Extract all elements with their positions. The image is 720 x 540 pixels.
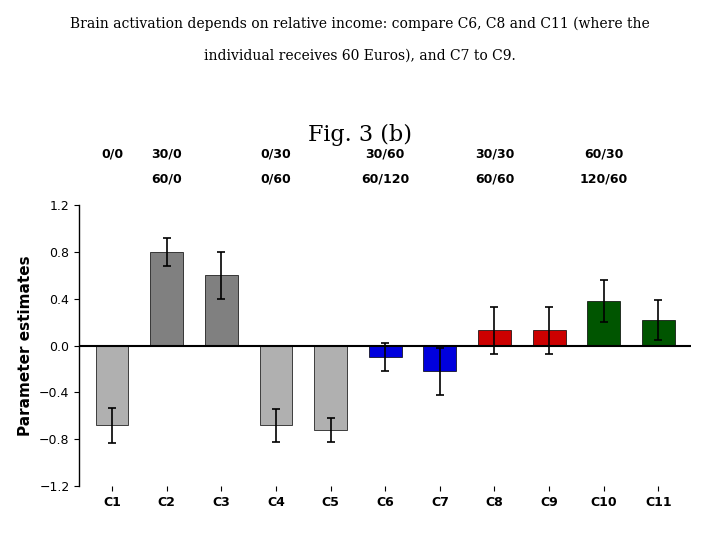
Bar [533,330,565,346]
Text: 60/120: 60/120 [361,173,410,186]
Y-axis label: Parameter estimates: Parameter estimates [19,255,33,436]
Text: Brain activation depends on relative income: compare C6, C8 and C11 (where the: Brain activation depends on relative inc… [70,16,650,31]
Text: 120/60: 120/60 [580,173,628,186]
Text: 0/60: 0/60 [261,173,292,186]
Text: 60/0: 60/0 [151,173,182,186]
Text: individual receives 60 Euros), and C7 to C9.: individual receives 60 Euros), and C7 to… [204,49,516,63]
Bar [205,275,238,346]
Bar [150,252,183,346]
Text: 0/30: 0/30 [261,147,292,160]
Bar [478,330,511,346]
Text: 30/60: 30/60 [366,147,405,160]
Bar [96,346,128,425]
Text: 60/60: 60/60 [474,173,514,186]
Bar [369,346,402,357]
Bar [642,320,675,346]
Bar [314,346,347,430]
Text: Fig. 3 (b): Fig. 3 (b) [308,124,412,146]
Text: 30/0: 30/0 [151,147,182,160]
Text: 60/30: 60/30 [584,147,624,160]
Text: 0/0: 0/0 [101,147,123,160]
Bar [588,301,620,346]
Bar [423,346,456,372]
Bar [259,346,292,425]
Text: 30/30: 30/30 [474,147,514,160]
